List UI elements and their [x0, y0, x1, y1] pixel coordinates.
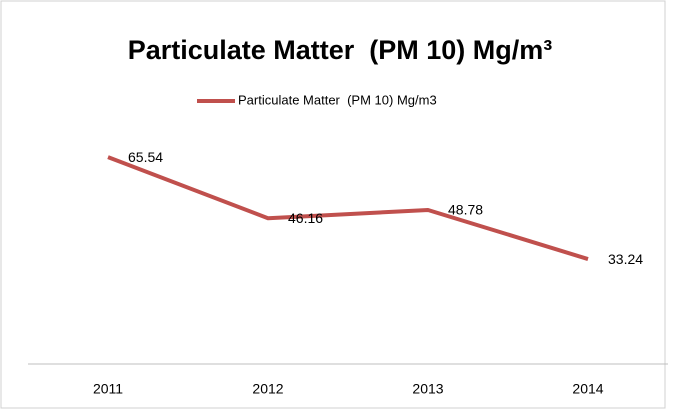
- data-label: 46.16: [288, 210, 323, 226]
- data-line: [107, 155, 589, 261]
- data-label: 65.54: [128, 149, 163, 165]
- x-tick-label: 2013: [412, 381, 443, 397]
- data-label: 48.78: [448, 202, 483, 218]
- x-tick-label: 2012: [252, 381, 283, 397]
- x-tick-label: 2011: [93, 381, 123, 397]
- data-label: 33.24: [608, 251, 643, 267]
- chart-title: Particulate Matter (PM 10) Mg/m³: [128, 35, 553, 65]
- legend-label: Particulate Matter (PM 10) Mg/m3: [238, 92, 437, 107]
- x-tick-label: 2014: [572, 381, 603, 397]
